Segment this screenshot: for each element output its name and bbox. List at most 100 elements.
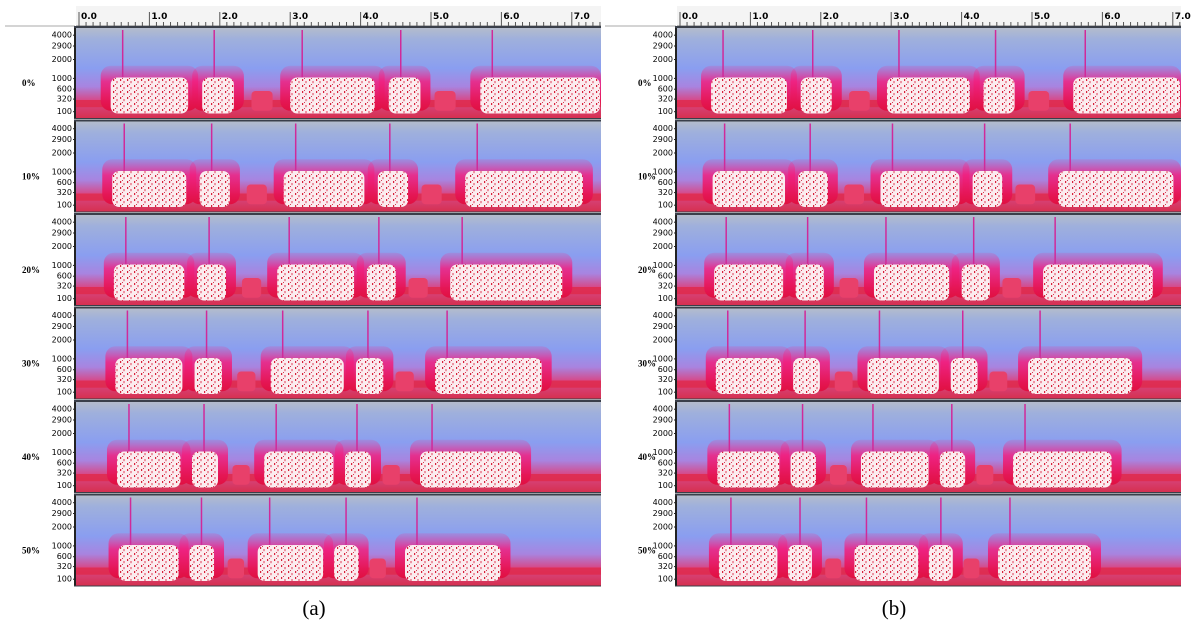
speech-energy: [192, 451, 219, 488]
speech-energy: [983, 77, 1015, 114]
speech-energy: [880, 171, 960, 207]
time-tick-label: 0.0: [682, 12, 698, 22]
freq-tick-label: 4000: [52, 498, 72, 507]
speech-energy: [886, 77, 970, 114]
freq-tick-label: 320: [658, 469, 673, 478]
speech-energy: [1073, 77, 1180, 114]
freq-tick-label: 2900: [653, 509, 673, 518]
freq-tick-label: 2000: [52, 429, 72, 438]
freq-tick-label: 2900: [52, 229, 72, 238]
speech-energy: [711, 77, 787, 114]
freq-tick-label: 100: [658, 575, 673, 584]
freq-tick-label: 1000: [653, 74, 673, 83]
noise-burst: [251, 91, 273, 111]
freq-tick-label: 1000: [52, 167, 72, 176]
freq-tick-label: 2900: [653, 416, 673, 425]
freq-tick-label: 4000: [52, 124, 72, 133]
noise-burst: [829, 465, 847, 485]
freq-tick-label: 1000: [653, 354, 673, 363]
speech-energy: [277, 264, 355, 301]
row-label: 20%: [638, 265, 656, 275]
freq-tick-label: 600: [658, 178, 673, 187]
noise-burst: [227, 558, 245, 579]
freq-tick-label: 2000: [52, 242, 72, 251]
freq-tick-label: 4000: [653, 311, 673, 320]
freq-tick-label: 600: [658, 272, 673, 281]
freq-tick-label: 100: [57, 481, 72, 490]
freq-tick-label: 600: [57, 85, 72, 94]
noise-burst: [1028, 91, 1050, 111]
time-tick-label: 5.0: [1034, 12, 1050, 22]
freq-tick-label: 4000: [653, 405, 673, 414]
freq-tick-label: 600: [658, 365, 673, 374]
freq-tick-label: 4000: [653, 124, 673, 133]
freq-tick-label: 4000: [52, 311, 72, 320]
speech-energy: [800, 77, 832, 114]
speech-energy: [795, 264, 824, 301]
noise-burst: [382, 465, 400, 485]
noise-burst: [421, 184, 442, 205]
noise-burst: [434, 91, 456, 111]
noise-burst: [395, 371, 414, 392]
row-label: 20%: [22, 265, 40, 275]
freq-tick-label: 2900: [653, 322, 673, 331]
speech-energy: [264, 451, 334, 488]
noise-burst: [246, 184, 267, 205]
noise-burst: [232, 465, 250, 485]
time-tick-label: 5.0: [433, 12, 449, 22]
noise-burst: [849, 91, 870, 111]
speech-energy: [950, 358, 978, 394]
freq-tick-label: 4000: [653, 31, 673, 40]
freq-tick-label: 2900: [653, 135, 673, 144]
freq-tick-label: 320: [658, 375, 673, 384]
freq-tick-label: 600: [57, 365, 72, 374]
freq-tick-label: 320: [57, 188, 72, 197]
time-tick-label: 4.0: [363, 12, 379, 22]
freq-tick-label: 2000: [653, 242, 673, 251]
speech-energy: [110, 77, 189, 114]
time-tick-label: 1.0: [752, 12, 768, 22]
freq-tick-label: 4000: [653, 498, 673, 507]
freq-tick-label: 100: [57, 575, 72, 584]
freq-tick-label: 320: [57, 95, 72, 104]
speech-energy: [435, 358, 542, 394]
noise-burst: [844, 184, 865, 205]
freq-tick-label: 1000: [52, 448, 72, 457]
row-label: 10%: [22, 171, 40, 181]
speech-energy: [793, 358, 820, 394]
freq-tick-label: 600: [57, 459, 72, 468]
time-tick-label: 3.0: [292, 12, 308, 22]
freq-tick-label: 600: [57, 552, 72, 561]
freq-tick-label: 2900: [653, 229, 673, 238]
freq-tick-label: 100: [57, 201, 72, 210]
freq-tick-label: 1000: [52, 541, 72, 550]
speech-energy: [718, 545, 778, 581]
row-label: 30%: [638, 358, 656, 368]
row-label: 0%: [22, 78, 36, 88]
speech-energy: [118, 545, 179, 581]
time-ruler: [76, 6, 601, 26]
speech-energy: [197, 264, 226, 301]
panel: 0.0 1.0 2.0 3.0 4.0 5.0 6.0 7.0 0% 4000 2900 2000 10…: [22, 6, 601, 620]
speech-energy: [283, 171, 365, 207]
time-tick-label: 2.0: [222, 12, 238, 22]
speech-energy: [450, 264, 563, 301]
freq-tick-label: 2000: [653, 336, 673, 345]
freq-tick-label: 320: [57, 282, 72, 291]
row-label: 40%: [22, 452, 40, 462]
noise-burst: [1015, 184, 1036, 205]
freq-tick-label: 100: [658, 107, 673, 116]
speech-energy: [290, 77, 375, 114]
speech-energy: [404, 545, 501, 581]
freq-tick-label: 1000: [52, 261, 72, 270]
speech-energy: [388, 77, 421, 114]
freq-tick-label: 1000: [52, 354, 72, 363]
time-tick-label: 2.0: [823, 12, 839, 22]
freq-tick-label: 320: [658, 282, 673, 291]
speech-energy: [788, 545, 812, 581]
speech-energy: [1013, 451, 1112, 488]
freq-tick-label: 4000: [52, 31, 72, 40]
noise-burst: [825, 558, 842, 579]
freq-tick-label: 100: [57, 107, 72, 116]
speech-energy: [334, 545, 359, 581]
